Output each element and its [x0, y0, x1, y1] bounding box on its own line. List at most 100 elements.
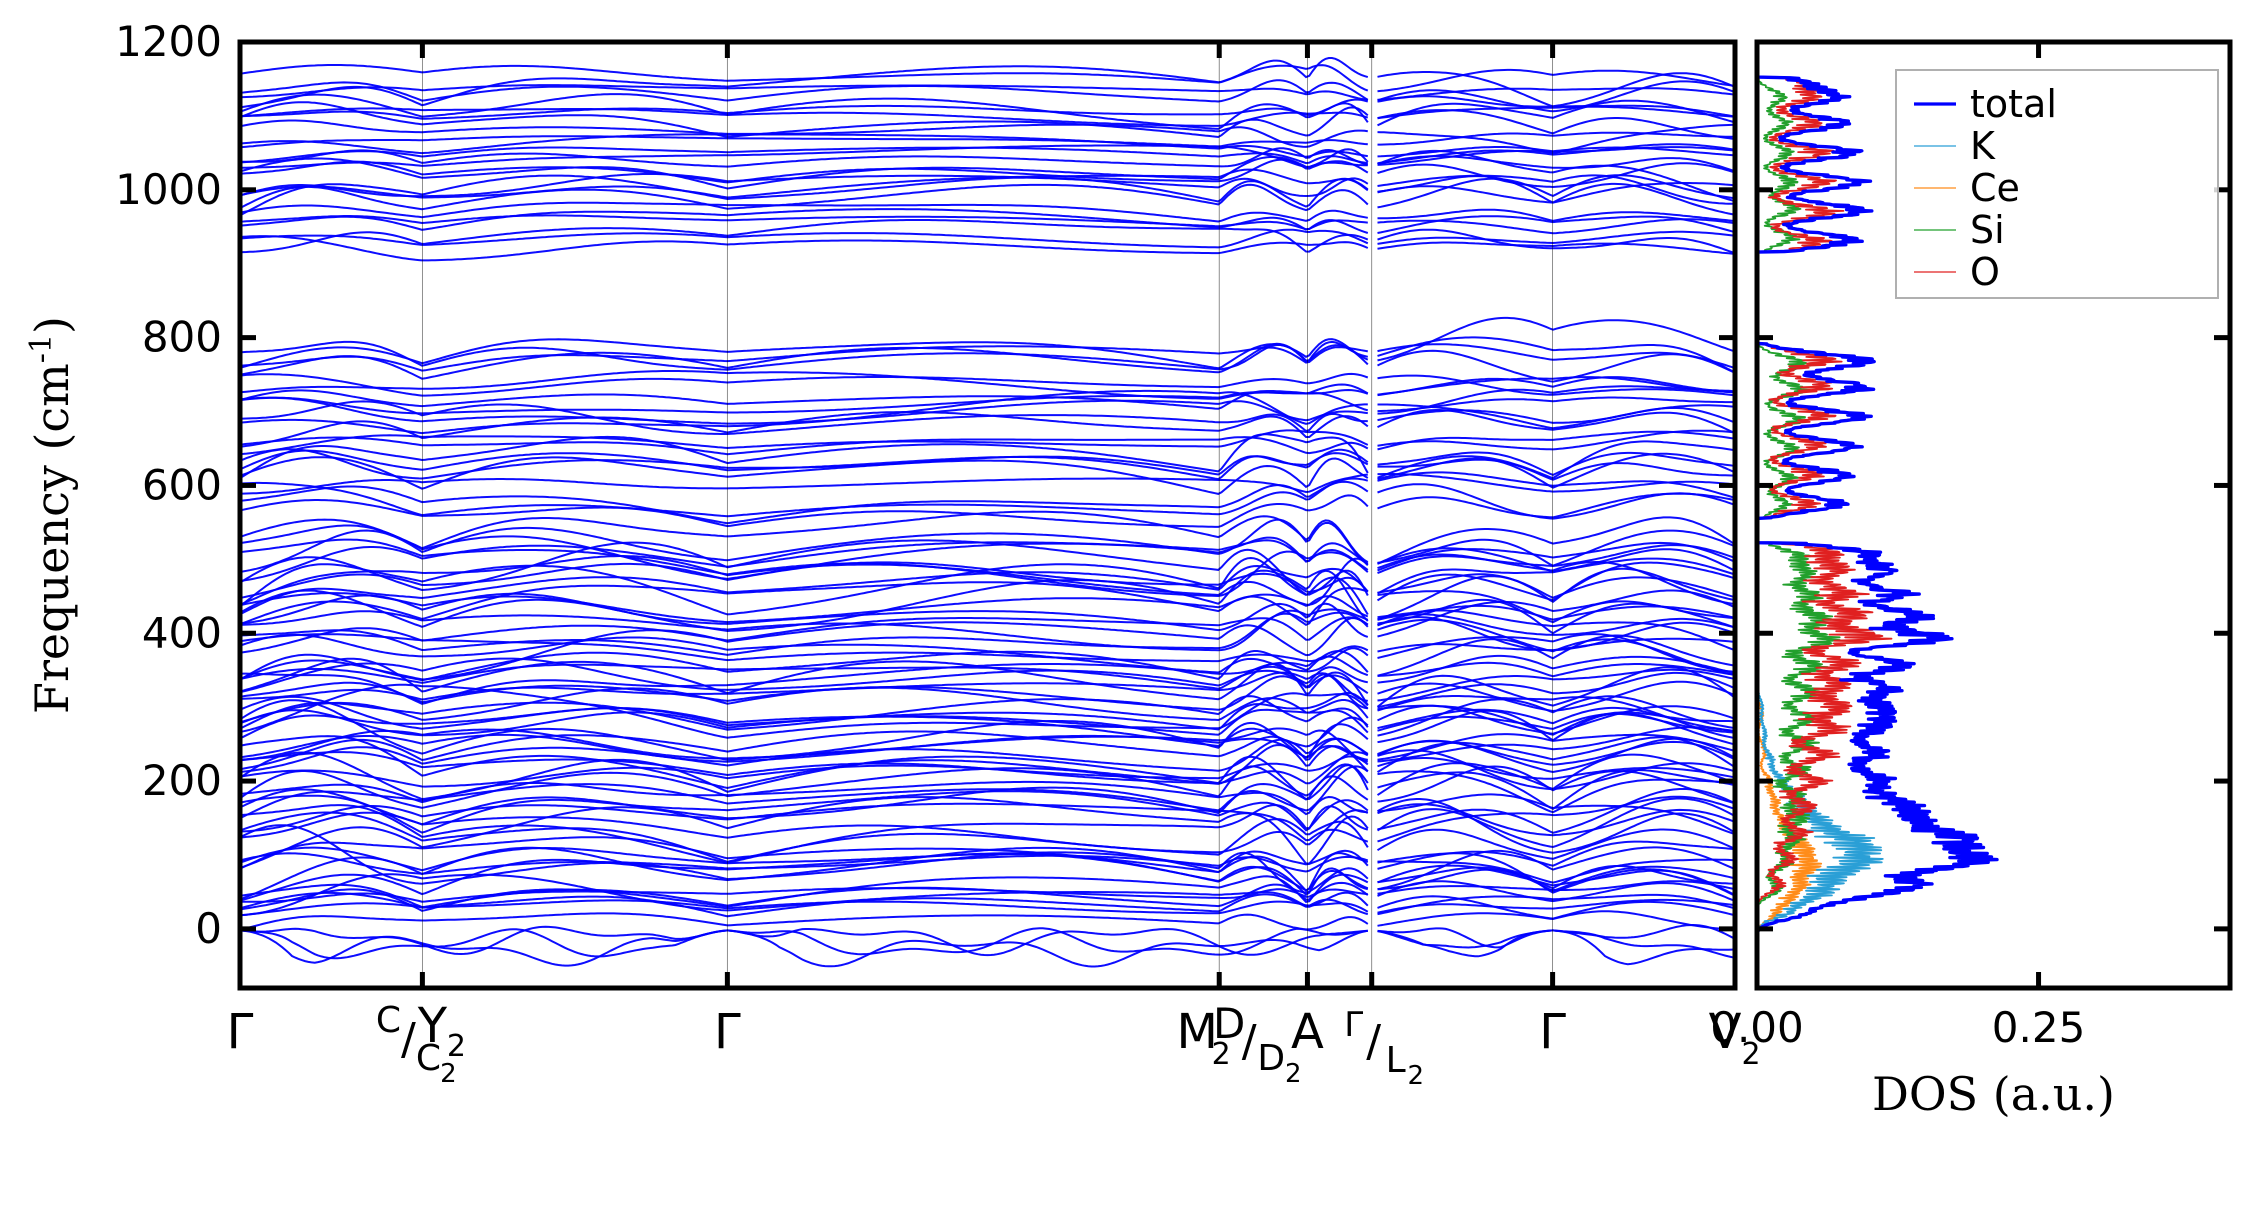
dos-curve-total [1757, 42, 1999, 988]
x-tick-glyph: 2 [1212, 1037, 1231, 1072]
band-branch [240, 430, 1735, 456]
band-branch [240, 880, 1735, 909]
band-branch [240, 433, 1735, 480]
y-tick-label-0: 0 [195, 904, 222, 953]
band-branch [240, 385, 1735, 425]
band-curves [240, 57, 1735, 968]
x-tick-glyph: C [416, 1038, 441, 1079]
band-branch [240, 796, 1735, 869]
y-tick-label-200: 200 [142, 756, 222, 805]
x-tick-glyph: Γ [227, 1004, 254, 1060]
x-tick-glyph: 2 [1285, 1059, 1302, 1089]
x-tick-glyph: / [1366, 1016, 1381, 1067]
x-tick-glyph: V [1709, 1004, 1742, 1060]
band-branch [240, 168, 1735, 204]
band-branch [240, 409, 1735, 448]
dos-x-axis-label: DOS (a.u.) [1872, 1067, 2115, 1121]
x-tick-glyph: Y [417, 998, 448, 1054]
band-branch [240, 699, 1735, 761]
band-branch [240, 343, 1735, 372]
dos-x-tick-label-0: 0.00 [1710, 1003, 1804, 1052]
band-branch [240, 174, 1735, 212]
band-branch [240, 803, 1735, 854]
dos-panel-frame [1754, 39, 2233, 991]
x-tick-glyph: Γ [1539, 1004, 1566, 1060]
band-branch [240, 448, 1735, 481]
x-tick-glyph: D [1257, 1038, 1285, 1079]
y-tick-label-800: 800 [142, 313, 222, 362]
band-branch [240, 707, 1735, 737]
band-branch [240, 131, 1735, 149]
y-axis-label: Frequency (cm-1) [24, 316, 80, 714]
x-tick-label-gamma-2: Γ [714, 1004, 741, 1060]
band-branch [240, 556, 1735, 621]
x-tick-glyph: D [1213, 999, 1245, 1048]
band-branch [240, 143, 1735, 165]
band-branch [240, 84, 1735, 101]
legend-label-si: Si [1970, 208, 2005, 252]
x-tick-glyph: 2 [440, 1059, 457, 1089]
x-tick-label-gamma-l2: Γ / L 2 [1344, 1005, 1424, 1091]
band-branch [240, 105, 1735, 127]
band-branch [240, 655, 1735, 690]
band-branch [240, 929, 1735, 968]
band-branch [240, 795, 1735, 843]
band-panel-frame [237, 39, 1738, 991]
band-branch [240, 214, 1735, 235]
band-branch [240, 219, 1735, 255]
band-branch [240, 846, 1735, 901]
x-tick-glyph: 2 [1741, 1037, 1760, 1072]
band-branch [240, 538, 1735, 598]
band-branch [240, 391, 1735, 415]
band-branch [240, 79, 1735, 113]
band-branch [240, 64, 1735, 93]
band-branch [240, 755, 1735, 788]
x-tick-label-a: A [1291, 1004, 1324, 1060]
x-tick-glyph: M [1177, 1004, 1218, 1060]
band-branch [240, 516, 1735, 573]
x-tick-glyph: Γ [1344, 1005, 1363, 1045]
dos-x-tick-label-1: 0.25 [1992, 1003, 2086, 1052]
band-branch [240, 228, 1735, 249]
band-branch [240, 539, 1735, 602]
y-tick-label-400: 400 [142, 608, 222, 657]
band-branch [240, 376, 1735, 410]
band-branch [240, 733, 1735, 763]
x-tick-label-m2-d-d2: M2D/D 2 [1177, 999, 1302, 1089]
x-tick-glyph: Γ [714, 1004, 741, 1060]
band-branch [240, 370, 1735, 400]
band-branch [240, 158, 1735, 189]
x-tick-label-gamma-3: Γ [1539, 1004, 1566, 1060]
x-tick-glyph: L [1386, 1040, 1406, 1081]
band-branch [240, 473, 1735, 495]
x-tick-glyph: C [376, 1000, 401, 1041]
x-tick-label-gamma-1: Γ [227, 1004, 254, 1060]
band-branch [240, 336, 1735, 374]
band-branch [240, 480, 1735, 525]
band-branch [240, 611, 1735, 656]
x-tick-glyph: / [401, 1014, 416, 1065]
band-branch [240, 788, 1735, 834]
band-branch [240, 316, 1735, 370]
band-branch [240, 836, 1735, 874]
x-tick-glyph: 2 [1407, 1061, 1424, 1091]
dos-curves [1757, 42, 1999, 988]
band-branch [240, 510, 1735, 567]
legend-label-k: K [1970, 124, 1996, 168]
legend-label-total: total [1970, 82, 2057, 126]
band-branch [240, 174, 1735, 217]
x-tick-glyph: 2 [447, 1029, 466, 1064]
y-tick-label-1000: 1000 [115, 165, 222, 214]
band-branch [240, 201, 1735, 223]
band-branch [240, 372, 1735, 397]
legend-label-o: O [1970, 250, 2000, 294]
x-tick-glyph: / [1242, 1016, 1257, 1067]
dos-legend [1895, 69, 2219, 299]
band-branch [240, 119, 1735, 155]
legend-label-ce: Ce [1970, 166, 2020, 210]
band-branch [240, 763, 1735, 811]
band-branch [240, 101, 1735, 140]
